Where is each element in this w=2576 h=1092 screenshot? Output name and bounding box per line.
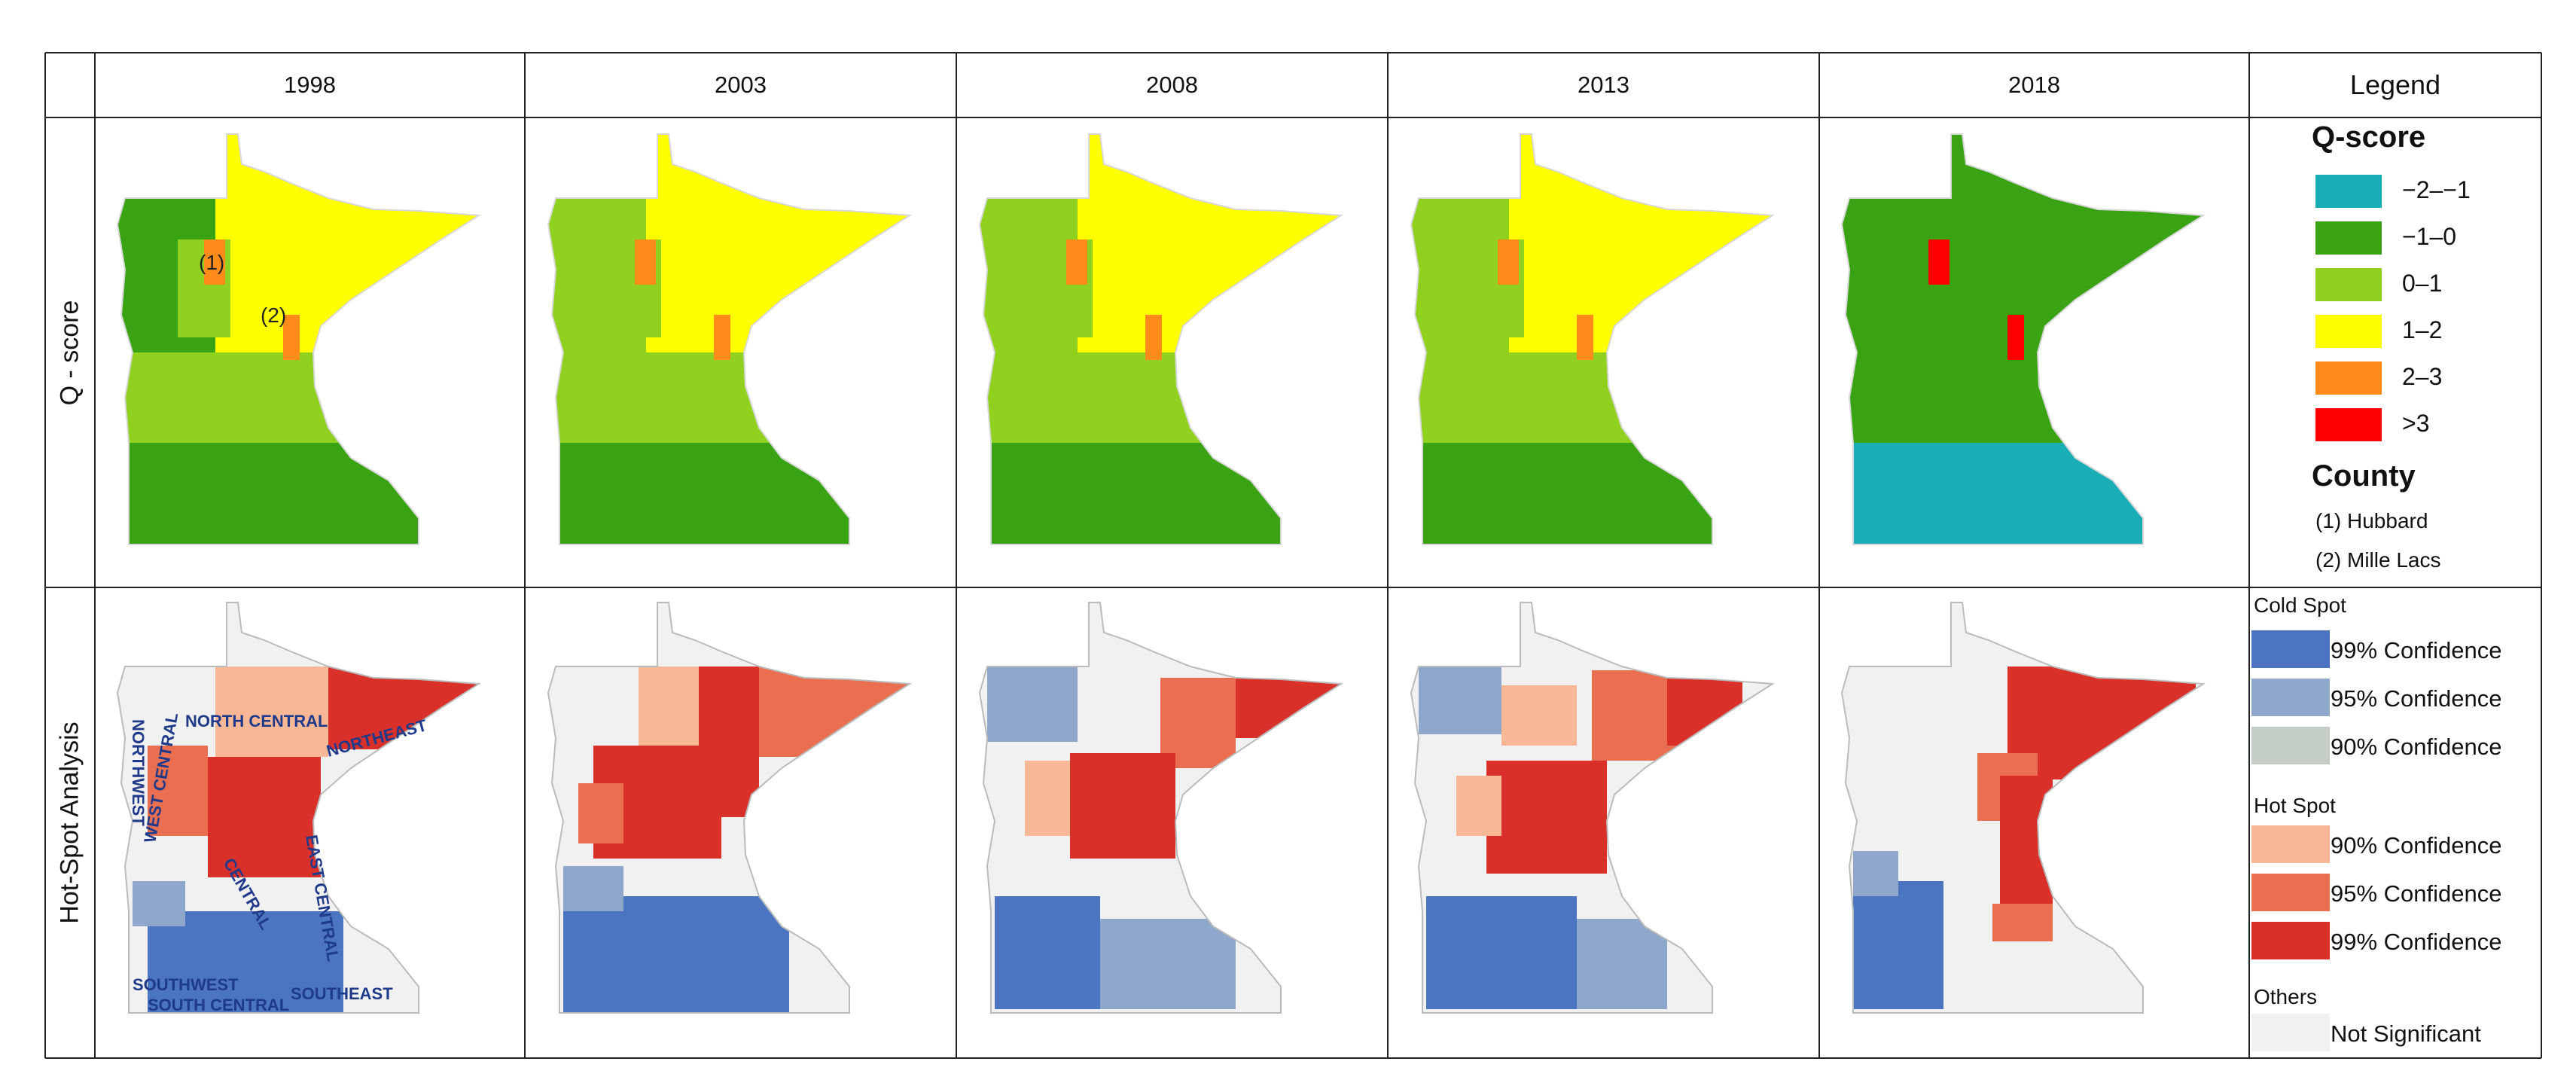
region-label-southeast: SOUTHEAST <box>291 984 393 1003</box>
legend-label-cold-95: 95% Confidence <box>2331 685 2502 712</box>
county-marker-2: (2) <box>261 304 286 327</box>
legend-county-title: County <box>2312 459 2416 493</box>
legend-label-q-2: 0–1 <box>2402 270 2443 297</box>
legend-label-hot-99: 99% Confidence <box>2331 929 2502 955</box>
legend-label-q-3: 1–2 <box>2402 316 2443 343</box>
legend-label-cold-99: 99% Confidence <box>2331 637 2502 663</box>
legend-label-hot-90: 90% Confidence <box>2331 832 2502 859</box>
legend-swatch-q-5 <box>2315 408 2382 441</box>
legend-q-title: Q-score <box>2312 120 2426 154</box>
legend-swatch-hot-95 <box>2251 874 2330 911</box>
column-header-2008: 2008 <box>1146 72 1198 98</box>
row-label-hotspot: Hot-Spot Analysis <box>45 587 95 1058</box>
legend-label-q-1: −1–0 <box>2402 223 2457 250</box>
legend-label-q-4: 2–3 <box>2402 363 2443 390</box>
hotspot-map-2013 <box>1410 602 1776 1014</box>
legend-swatch-cold-99 <box>2251 630 2330 668</box>
legend-swatch-q-3 <box>2315 315 2382 348</box>
legend-label-hot-95: 95% Confidence <box>2331 880 2502 907</box>
legend-swatch-hot-90 <box>2251 825 2330 863</box>
legend-label-q-5: >3 <box>2402 410 2430 437</box>
legend-cold-title: Cold Spot <box>2254 593 2346 617</box>
legend-others-title: Others <box>2254 985 2318 1008</box>
column-header-2003: 2003 <box>715 72 767 98</box>
legend-swatch-cold-95 <box>2251 679 2330 716</box>
legend-hot-title: Hot Spot <box>2254 794 2336 817</box>
legend-header: Legend <box>2349 69 2441 100</box>
row-label-qscore: Q - score <box>45 117 95 587</box>
region-label-north-central: NORTH CENTRAL <box>185 712 328 731</box>
legend-swatch-not-significant <box>2251 1014 2330 1051</box>
legend-county-2: (2) Mille Lacs <box>2315 548 2441 572</box>
region-label-southwest: SOUTHWEST <box>133 975 239 994</box>
qscore-map-2013 <box>1410 133 1776 545</box>
hotspot-map-2018 <box>1840 602 2206 1014</box>
qscore-map-2018 <box>1840 133 2206 545</box>
region-label-northwest: NORTHWEST <box>129 719 148 826</box>
qscore-map-2008 <box>978 133 1344 545</box>
county-marker-1: (1) <box>199 251 224 274</box>
column-header-2018: 2018 <box>2008 72 2060 98</box>
hotspot-map-2008 <box>978 602 1344 1014</box>
region-label-south-central: SOUTH CENTRAL <box>148 996 289 1014</box>
legend-swatch-cold-90 <box>2251 727 2330 764</box>
qscore-map-1998 <box>116 133 482 545</box>
legend-swatch-q-4 <box>2315 361 2382 395</box>
table-grid-lines <box>44 52 2542 1059</box>
column-header-1998: 1998 <box>284 72 336 98</box>
legend-label-cold-90: 90% Confidence <box>2331 734 2502 760</box>
legend-swatch-hot-99 <box>2251 922 2330 959</box>
legend-label-q-0: −2–−1 <box>2402 176 2471 203</box>
legend-swatch-q-2 <box>2315 268 2382 301</box>
legend-label-not-significant: Not Significant <box>2331 1020 2481 1047</box>
legend-county-1: (1) Hubbard <box>2315 509 2428 532</box>
legend-swatch-q-1 <box>2315 221 2382 255</box>
column-header-2013: 2013 <box>1578 72 1629 98</box>
legend-swatch-q-0 <box>2315 175 2382 208</box>
qscore-map-2003 <box>547 133 913 545</box>
row-label-qscore-text: Q - score <box>55 300 84 405</box>
hotspot-map-2003 <box>547 602 913 1014</box>
row-label-hotspot-text: Hot-Spot Analysis <box>55 721 84 924</box>
